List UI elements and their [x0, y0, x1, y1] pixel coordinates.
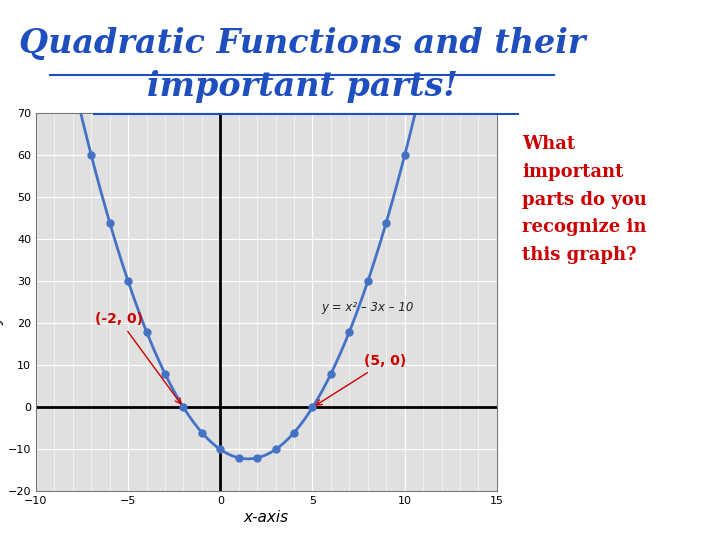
- Text: important parts!: important parts!: [147, 70, 458, 103]
- Text: (-2, 0): (-2, 0): [95, 313, 181, 404]
- Text: What
important
parts do you
recognize in
this graph?: What important parts do you recognize in…: [522, 135, 647, 264]
- X-axis label: x-axis: x-axis: [244, 510, 289, 525]
- Text: Quadratic Functions and their: Quadratic Functions and their: [19, 27, 585, 60]
- Text: (5, 0): (5, 0): [316, 354, 406, 405]
- Text: y = x² – 3x – 10: y = x² – 3x – 10: [322, 301, 414, 314]
- Y-axis label: y-axis: y-axis: [0, 280, 5, 325]
